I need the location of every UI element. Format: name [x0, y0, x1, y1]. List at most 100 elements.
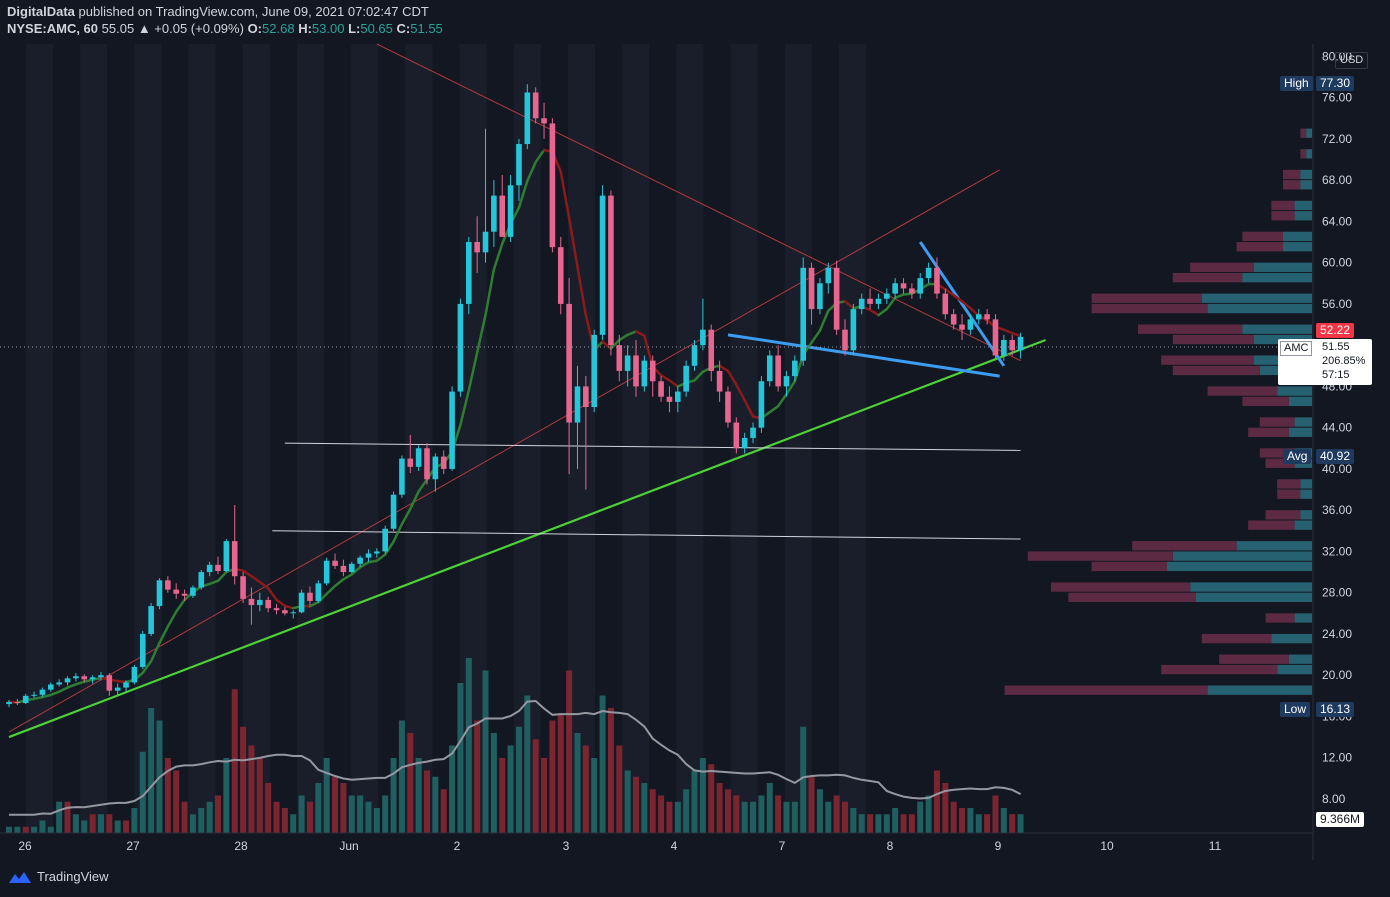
tradingview-logo-icon[interactable] [8, 870, 32, 884]
candle-body [741, 437, 748, 449]
price-axis[interactable]: 80.0076.0072.0068.0064.0060.0056.0052.00… [1322, 49, 1352, 806]
volume-profile-down [1161, 664, 1278, 675]
volume-bar [290, 814, 297, 833]
volume-bar [432, 776, 439, 833]
volume-bar [457, 683, 464, 833]
volume-bar [407, 733, 414, 833]
candle-body [532, 92, 539, 119]
volume-bar [39, 820, 46, 833]
candle-body [139, 633, 146, 667]
symbol-label[interactable]: NYSE:AMC, 60 [7, 21, 99, 36]
candle-body [992, 319, 999, 356]
candle-body [641, 360, 648, 387]
moving-average-segment [91, 676, 103, 681]
trendlines [8, 43, 1047, 739]
volume-bar [741, 801, 748, 833]
moving-average-segment [258, 580, 270, 590]
moving-average-segment [250, 574, 262, 584]
candle-body [114, 687, 121, 691]
volume-bar [1017, 814, 1024, 833]
volume-bar [373, 808, 380, 833]
candle-body [482, 231, 489, 253]
volume-bar [808, 776, 815, 833]
candle-body [1001, 340, 1007, 356]
volume-bar [574, 733, 581, 833]
volume-profile-down [1283, 180, 1301, 190]
candle-body [900, 283, 907, 289]
volume-bar [758, 795, 765, 833]
volume-profile-up [1201, 293, 1312, 303]
volume-profile-up [1277, 386, 1312, 396]
candle-body [566, 303, 572, 423]
candle-body [800, 267, 806, 361]
candle-body [357, 557, 363, 564]
moving-average-segment [484, 268, 496, 317]
volume-bar [883, 814, 890, 833]
volume-profile-down [1172, 365, 1260, 376]
volume-bar [833, 795, 840, 833]
moving-average-segment [810, 329, 822, 344]
time-tick-label: 26 [18, 839, 32, 853]
volume-bar [750, 801, 757, 833]
volume-profile-up [1283, 242, 1312, 252]
candle-body [307, 592, 313, 601]
candle-body [700, 329, 706, 346]
candle-body [231, 541, 238, 577]
volume-bar [148, 708, 155, 833]
candle-body [917, 278, 924, 294]
volume-bar [950, 801, 957, 833]
publisher-name[interactable]: DigitalData [7, 4, 75, 19]
moving-average-segment [618, 333, 629, 342]
candle-body [591, 334, 597, 408]
moving-average-segment [526, 160, 537, 183]
high-price-value: 77.30 [1320, 76, 1351, 90]
moving-average-segment [392, 522, 404, 543]
trendline-channel [8, 169, 1000, 733]
volume-profile-down [1172, 272, 1243, 283]
candle-body [240, 576, 246, 599]
moving-average-segment [208, 579, 220, 586]
candle-body [374, 551, 380, 554]
price-tick-label: 28.00 [1322, 586, 1352, 600]
volume-bar [850, 808, 857, 833]
moving-average-segment [375, 553, 387, 562]
volume-profile-up [1300, 169, 1312, 180]
volume-bar [398, 720, 405, 833]
candle-body [583, 386, 589, 408]
volume-bar [674, 801, 681, 833]
time-axis[interactable]: 26 27 28 Jun 2 3 4 7 8 9 10 11 [18, 839, 1221, 853]
moving-average-segment [409, 490, 420, 511]
moving-average-segment [241, 569, 253, 578]
volume-profile-down [1236, 242, 1283, 252]
candle-body [649, 360, 656, 382]
volume-profile-up [1294, 613, 1312, 623]
moving-average-segment [308, 600, 320, 608]
volume-bar [616, 745, 623, 833]
moving-average-segment [718, 364, 730, 373]
moving-average-segment [893, 293, 905, 300]
candle-body [223, 541, 230, 572]
candle-body [165, 580, 171, 590]
volume-bar [992, 795, 999, 833]
last-price-value: 52.22 [1320, 323, 1351, 337]
moving-average-segment [785, 380, 797, 396]
candle-body [750, 427, 756, 438]
price-tick-label: 40.00 [1322, 462, 1352, 476]
candle-body [474, 242, 480, 253]
volume-bar [106, 814, 113, 833]
moving-average-segment [944, 288, 955, 297]
volume-bar [256, 758, 263, 833]
volume-bar [248, 745, 255, 833]
candle-body [624, 355, 631, 371]
currency-label[interactable]: USD [1335, 52, 1369, 69]
volume-bar [340, 783, 347, 833]
time-tick-label: 8 [887, 839, 894, 853]
avg-price-value: 40.92 [1320, 449, 1351, 463]
volume-bar [22, 826, 29, 833]
volume-bar [139, 751, 146, 833]
volume-bar [465, 658, 472, 833]
footer-brand[interactable]: TradingView [37, 869, 109, 884]
volume-bar [549, 720, 556, 833]
volume-profile-up [1294, 211, 1312, 221]
